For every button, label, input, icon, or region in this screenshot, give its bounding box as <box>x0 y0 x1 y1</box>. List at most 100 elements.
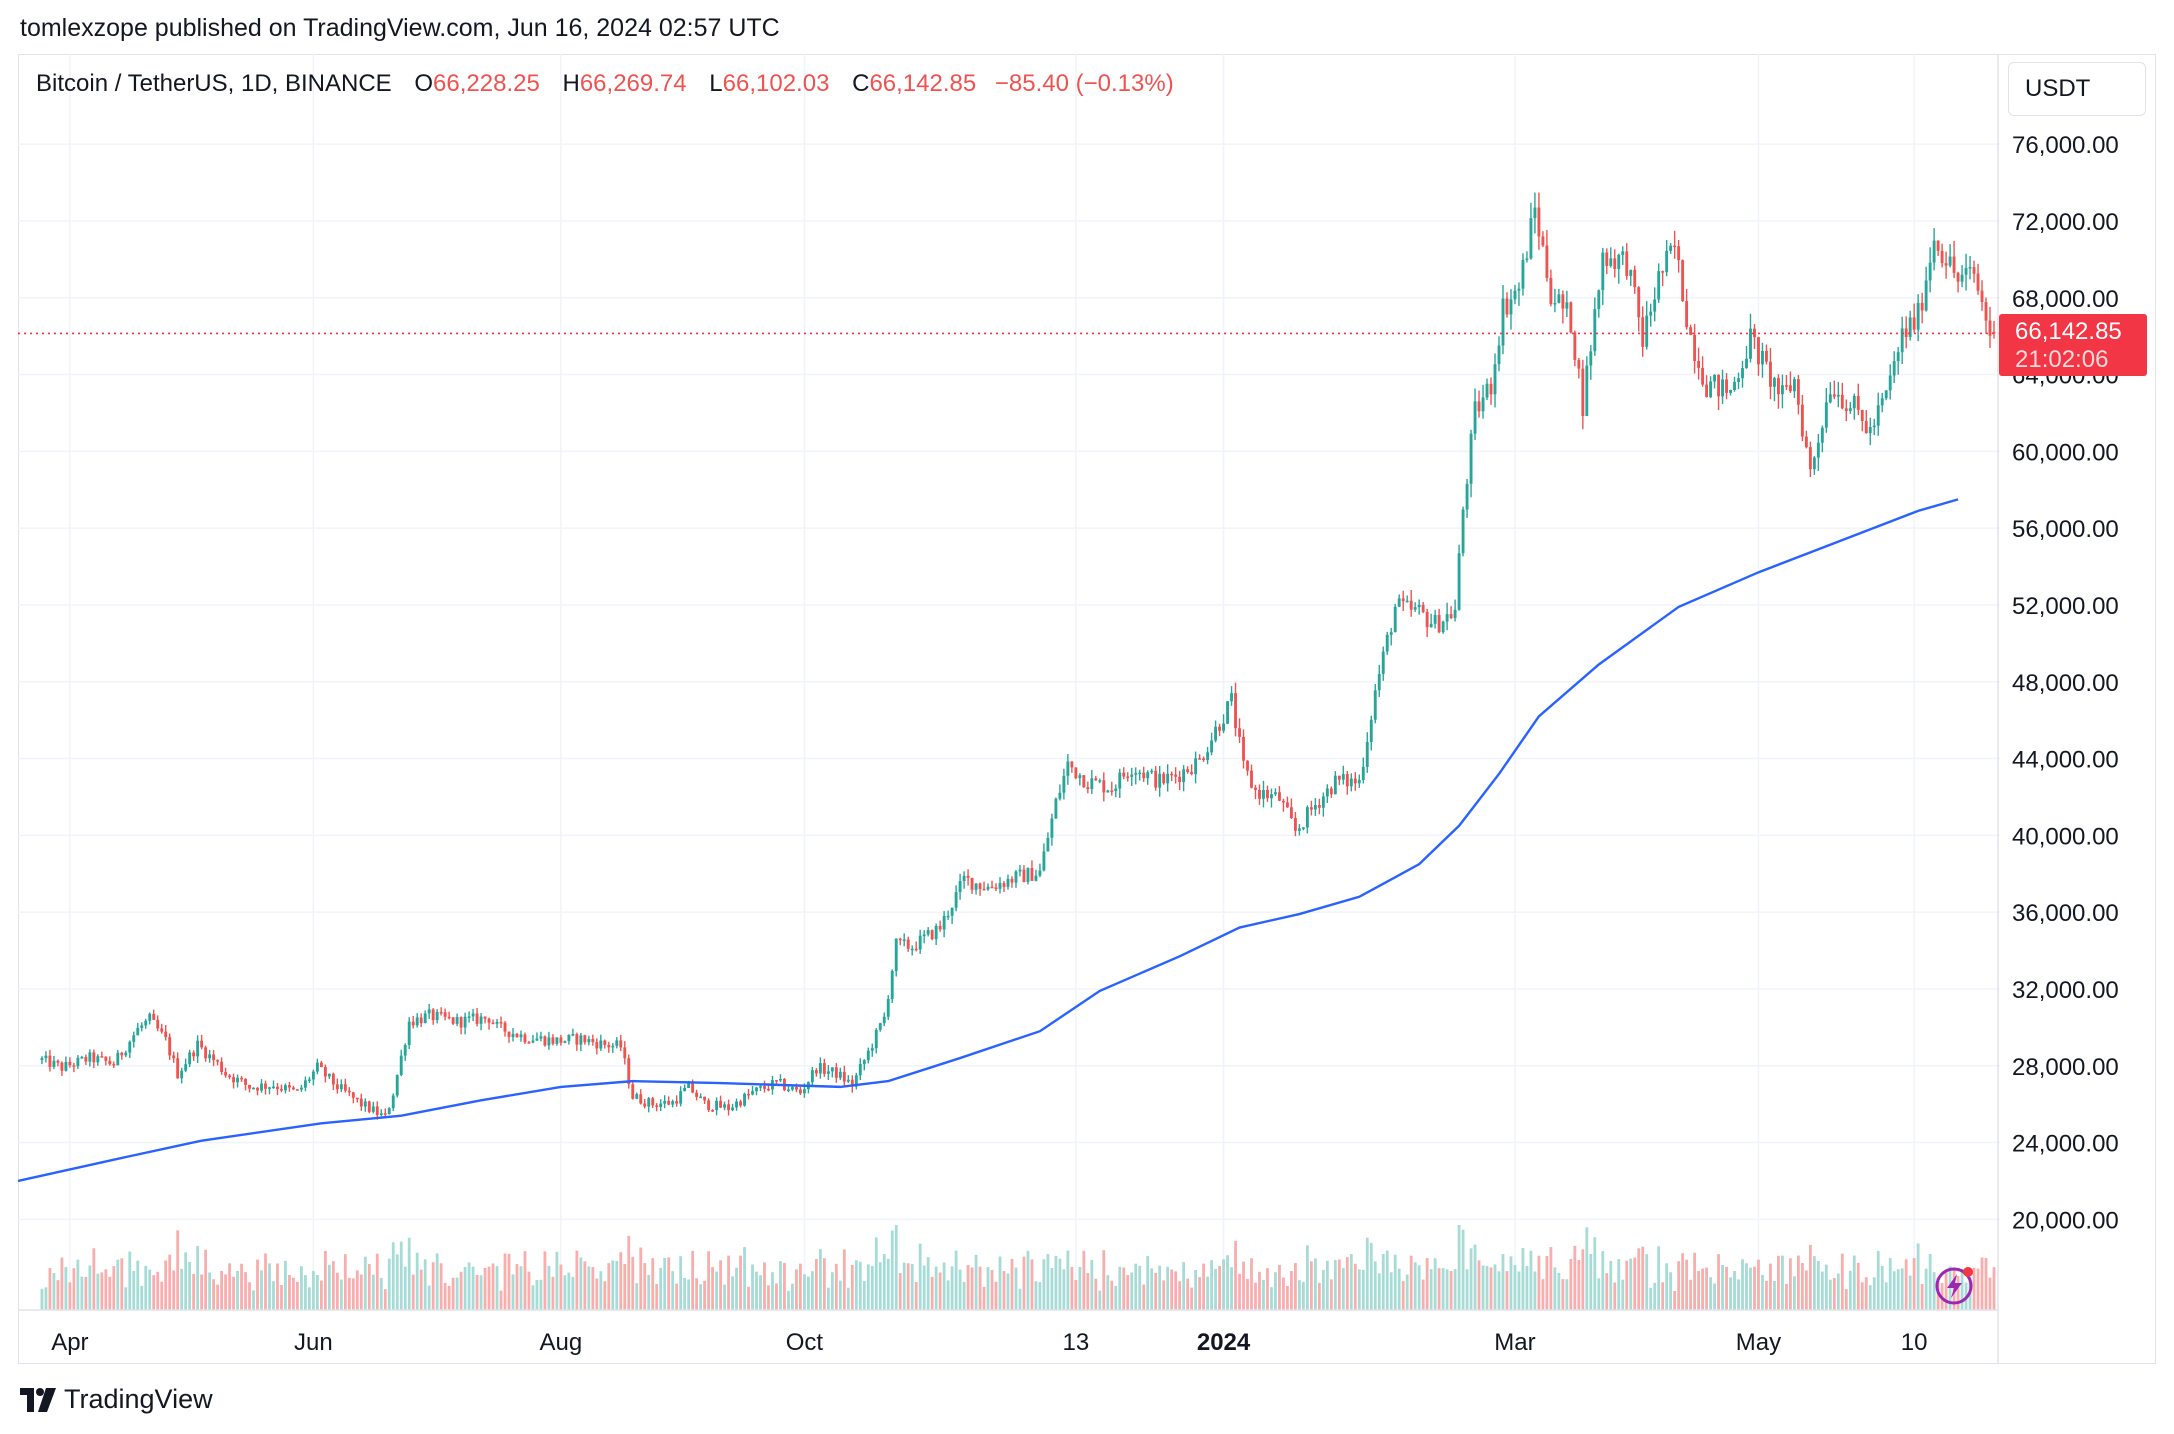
volume-bar <box>627 1235 631 1310</box>
volume-bar <box>1565 1279 1569 1310</box>
candle-body <box>1270 794 1273 799</box>
candle-body <box>639 1094 643 1104</box>
bar-countdown: 21:02:06 <box>2015 346 2109 373</box>
candle-body <box>591 1038 595 1043</box>
candle-body <box>1493 364 1497 395</box>
volume-bar <box>1393 1254 1397 1310</box>
candle-body <box>347 1090 351 1093</box>
candle-body <box>1397 598 1401 607</box>
volume-bar <box>347 1277 351 1310</box>
candle-body <box>934 925 938 940</box>
candle-body <box>303 1080 307 1088</box>
candle-body <box>1697 360 1701 368</box>
volume-bar <box>1932 1272 1936 1310</box>
tradingview-logo[interactable]: TradingView <box>20 1384 213 1415</box>
volume-bar <box>1313 1258 1317 1310</box>
volume-bar <box>519 1266 523 1310</box>
volume-bar <box>1481 1265 1485 1310</box>
candle-body <box>611 1045 615 1048</box>
volume-bar <box>611 1260 615 1310</box>
candle-body <box>299 1087 303 1090</box>
volume-bar <box>1789 1258 1792 1310</box>
candle-body <box>1186 769 1190 773</box>
currency-button[interactable]: USDT <box>2008 62 2146 116</box>
candle-body <box>1421 604 1425 612</box>
volume-bar <box>1737 1279 1740 1310</box>
candle-body <box>767 1088 770 1091</box>
volume-bar <box>1545 1255 1549 1310</box>
candle-body <box>643 1103 647 1107</box>
y-tick-label: 44,000.00 <box>2012 747 2119 774</box>
symbol-title: Bitcoin / TetherUS, 1D, BINANCE <box>36 70 392 97</box>
volume-bar <box>156 1271 160 1310</box>
candle-body <box>1956 272 1960 282</box>
volume-bar <box>998 1256 1002 1310</box>
candle-body <box>379 1113 383 1116</box>
volume-bar <box>779 1261 782 1310</box>
candle-body <box>1896 352 1900 362</box>
candlesticks <box>40 192 1996 1120</box>
volume-bar <box>124 1287 128 1310</box>
volume-bar <box>1876 1250 1880 1310</box>
volume-bar <box>1717 1254 1720 1310</box>
volume-bar <box>359 1274 363 1310</box>
volume-bar <box>1417 1265 1421 1310</box>
candle-body <box>60 1062 64 1071</box>
volume-bar <box>1689 1279 1693 1310</box>
volume-bar <box>455 1277 459 1310</box>
lightning-bolt-icon[interactable] <box>1934 1264 1976 1306</box>
candle-body <box>295 1089 299 1091</box>
candle-body <box>132 1035 136 1042</box>
candle-body <box>1349 778 1353 787</box>
candle-body <box>307 1079 311 1081</box>
candle-body <box>116 1052 120 1066</box>
volume-bar <box>1960 1268 1964 1310</box>
candle-body <box>160 1028 164 1032</box>
volume-bar <box>375 1253 379 1310</box>
volume-bar <box>1589 1253 1593 1310</box>
volume-bar <box>1058 1258 1062 1310</box>
candle-body <box>204 1047 208 1059</box>
volume-bar <box>1190 1287 1194 1310</box>
candle-body <box>252 1087 255 1090</box>
volume-bar <box>962 1281 966 1310</box>
volume-bar <box>1984 1257 1988 1310</box>
candle-body <box>1948 256 1952 266</box>
volume-bar <box>1042 1259 1046 1310</box>
volume-bar <box>559 1264 563 1310</box>
volume-bar <box>1166 1266 1170 1310</box>
candle-body <box>1573 332 1577 360</box>
volume-bar <box>1836 1273 1840 1310</box>
volume-bar <box>527 1271 531 1310</box>
volume-bar <box>1613 1282 1617 1310</box>
candle-body <box>1174 774 1178 777</box>
volume-bar <box>994 1281 998 1310</box>
volume-bar <box>459 1271 463 1310</box>
candle-body <box>52 1060 56 1067</box>
volume-bar <box>1182 1262 1186 1310</box>
candle-body <box>954 892 958 908</box>
volume-bar <box>1924 1268 1928 1310</box>
candle-body <box>1289 807 1293 819</box>
candle-body <box>1992 331 1996 334</box>
candle-body <box>1649 311 1653 316</box>
candle-body <box>124 1052 128 1056</box>
volume-bar <box>1102 1250 1106 1310</box>
candle-body <box>794 1087 798 1090</box>
volume-bar <box>1178 1281 1182 1310</box>
volume-bar <box>1976 1268 1980 1310</box>
volume-bar <box>743 1247 746 1310</box>
volume-bar <box>842 1249 846 1310</box>
candle-body <box>1389 632 1393 635</box>
volume-bar <box>1385 1250 1389 1310</box>
volume-bar <box>1725 1266 1728 1310</box>
volume-bar <box>144 1265 148 1310</box>
candle-body <box>1505 298 1509 315</box>
candle-body <box>1840 394 1844 409</box>
volume-bar <box>795 1269 798 1310</box>
volume-bar <box>1054 1255 1058 1310</box>
volume-bar <box>767 1285 770 1310</box>
volume-bar <box>882 1253 886 1310</box>
candle-body <box>232 1077 236 1083</box>
